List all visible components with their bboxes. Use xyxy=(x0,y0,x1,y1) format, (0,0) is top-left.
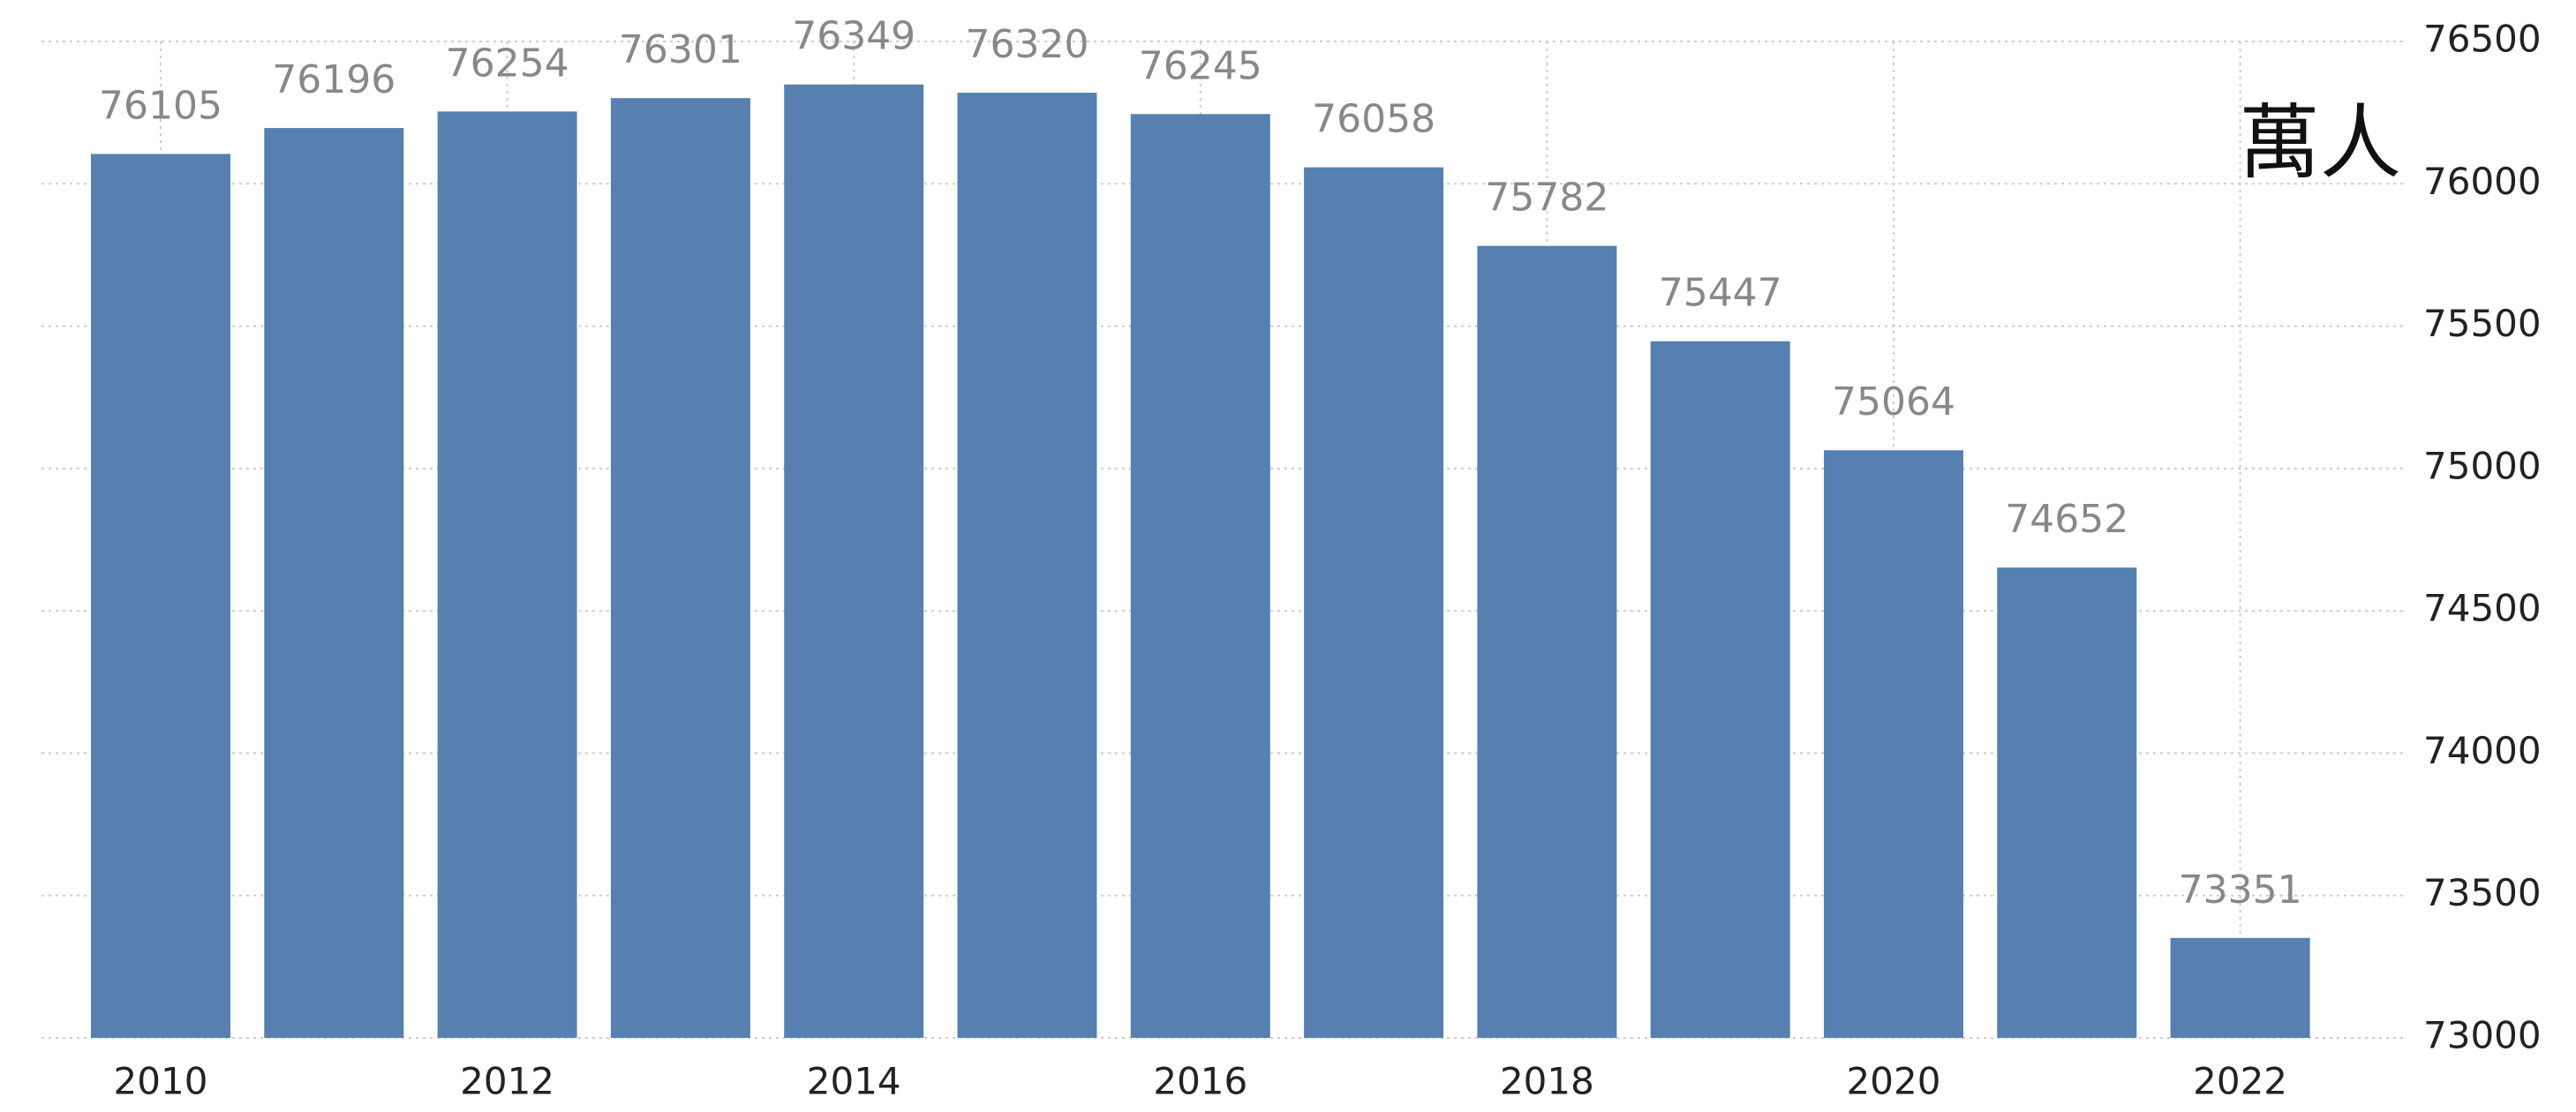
bar xyxy=(437,111,577,1039)
bar xyxy=(957,93,1097,1038)
bar xyxy=(1130,114,1270,1038)
x-tick-label: 2016 xyxy=(1153,1060,1247,1103)
value-label: 76254 xyxy=(446,41,569,86)
y-tick-label: 74000 xyxy=(2423,729,2542,772)
value-label: 76301 xyxy=(619,27,742,72)
x-tick-label: 2018 xyxy=(1500,1060,1594,1103)
value-label: 76058 xyxy=(1312,97,1435,142)
value-label: 75782 xyxy=(1485,176,1608,221)
value-label: 76105 xyxy=(99,83,222,128)
bar xyxy=(1824,450,1963,1038)
bar xyxy=(1477,245,1617,1038)
value-label: 75447 xyxy=(1659,271,1782,316)
bar xyxy=(264,128,404,1038)
bar xyxy=(1304,167,1444,1039)
y-tick-label: 73500 xyxy=(2423,871,2542,914)
unit-annotation: 萬人 xyxy=(2239,95,2401,190)
bar xyxy=(91,154,230,1038)
value-label: 73351 xyxy=(2179,868,2302,913)
value-label: 76196 xyxy=(272,57,395,102)
y-tick-label: 76000 xyxy=(2423,160,2542,203)
x-tick-label: 2022 xyxy=(2193,1060,2287,1103)
y-tick-label: 76500 xyxy=(2423,18,2542,61)
value-label: 76349 xyxy=(792,14,915,59)
bar xyxy=(2170,937,2310,1038)
value-label: 76320 xyxy=(966,22,1089,67)
x-tick-label: 2014 xyxy=(807,1060,901,1103)
x-tick-label: 2010 xyxy=(114,1060,208,1103)
y-tick-label: 73000 xyxy=(2423,1014,2542,1057)
bar xyxy=(1650,341,1790,1038)
bar xyxy=(1997,567,2137,1038)
bar xyxy=(610,98,750,1039)
value-label: 74652 xyxy=(2005,497,2128,542)
y-tick-label: 74500 xyxy=(2423,587,2542,630)
y-tick-label: 75500 xyxy=(2423,302,2542,345)
value-label: 75064 xyxy=(1832,379,1955,425)
value-label: 76245 xyxy=(1139,43,1262,88)
x-tick-label: 2020 xyxy=(1847,1060,1941,1103)
y-tick-label: 75000 xyxy=(2423,444,2542,487)
x-tick-label: 2012 xyxy=(460,1060,554,1103)
bar xyxy=(784,84,924,1039)
